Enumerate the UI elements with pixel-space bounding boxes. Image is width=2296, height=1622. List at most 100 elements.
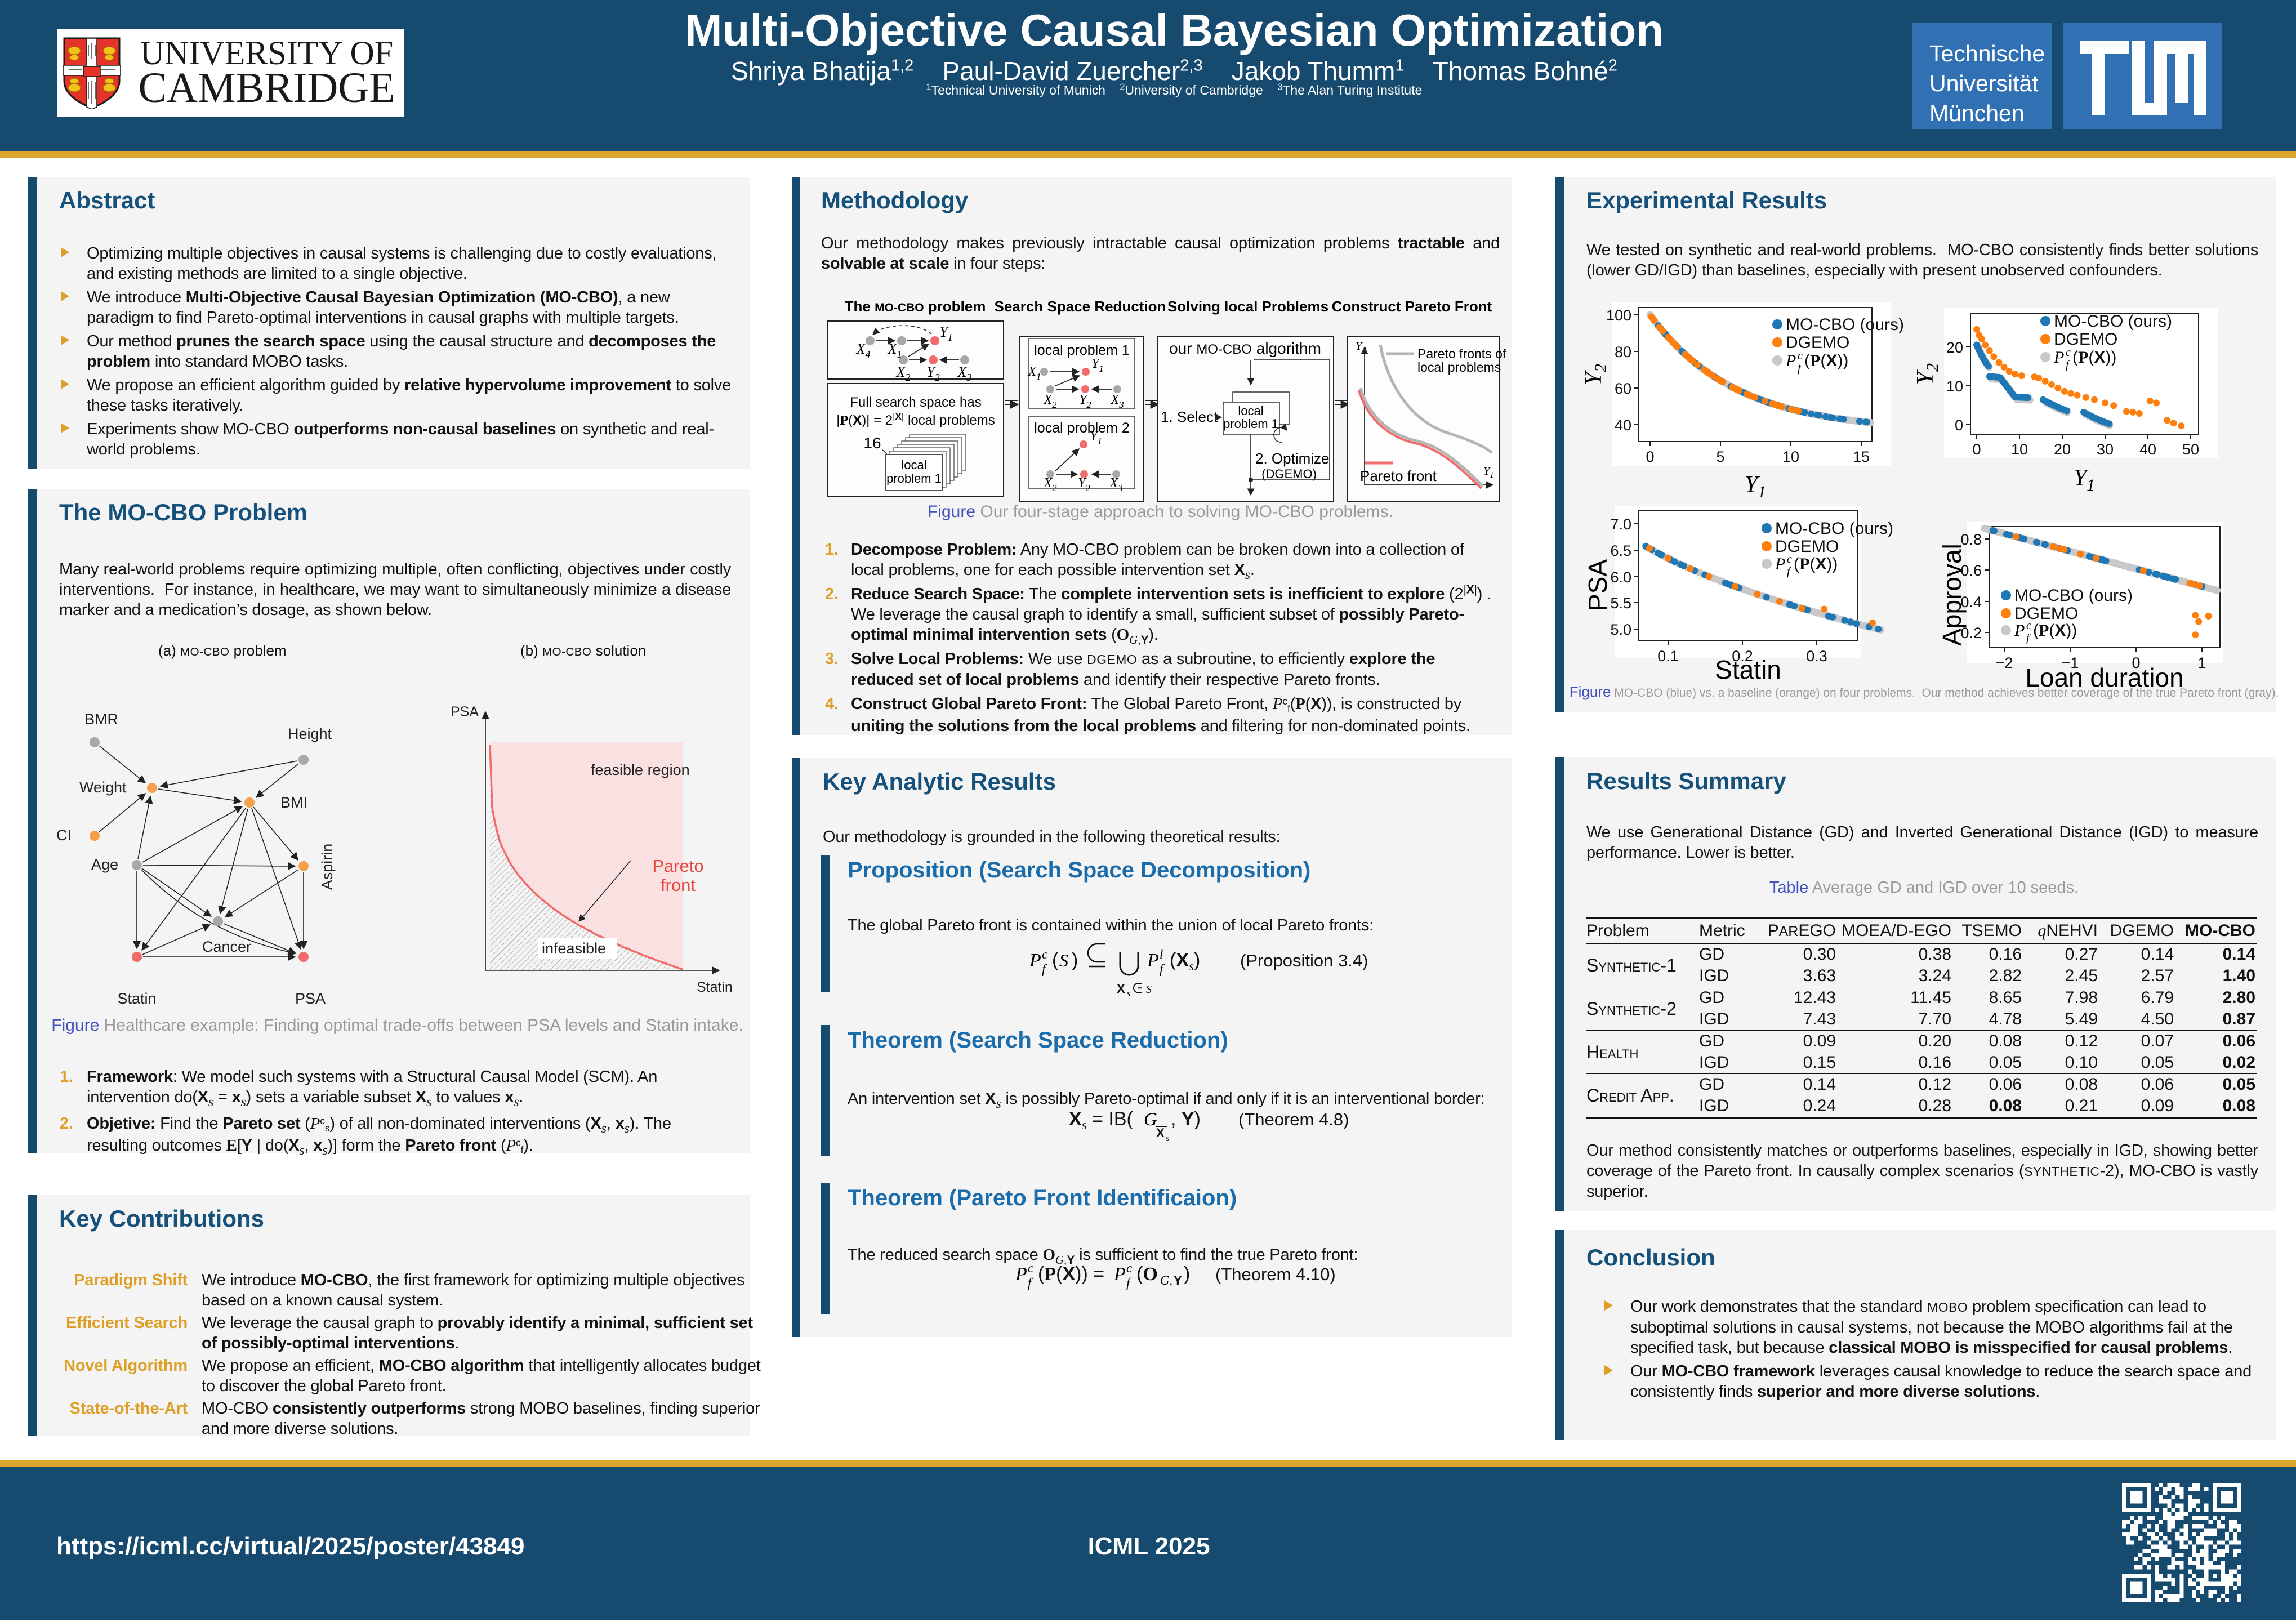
svg-text:f: f (2066, 359, 2070, 371)
svg-text:BMI: BMI (280, 794, 307, 811)
svg-text:(P(X)): (P(X)) (2033, 621, 2077, 640)
svg-text:feasible region: feasible region (591, 761, 690, 778)
svg-text:f: f (2026, 632, 2031, 644)
svg-text:Statin: Statin (1715, 655, 1781, 684)
svg-text:6.0: 6.0 (1610, 569, 1631, 586)
svg-text:|P(X)| = 2|X| local problems: |P(X)| = 2|X| local problems (836, 411, 995, 428)
svg-text:(Proposition 3.4): (Proposition 3.4) (1240, 951, 1368, 970)
svg-text:P: P (1775, 555, 1785, 573)
svg-text:P: P (2014, 621, 2025, 640)
svg-text:s: s (1166, 1134, 1169, 1143)
svg-text:G: G (1144, 1109, 1157, 1130)
svg-text:0.2: 0.2 (1960, 625, 1982, 641)
svg-text:1: 1 (2197, 654, 2206, 671)
svg-text:20: 20 (2054, 441, 2071, 458)
svg-text:Weight: Weight (79, 779, 127, 796)
svg-text:our MO-CBO algorithm: our MO-CBO algorithm (1169, 340, 1321, 357)
svg-text:Full search space has: Full search space has (850, 395, 981, 410)
svg-text:0.1: 0.1 (1657, 648, 1679, 665)
svg-text:X: X (1156, 1126, 1165, 1140)
svg-text:(: ( (1052, 950, 1059, 971)
svg-text:f: f (1787, 565, 1791, 578)
svg-text:100: 100 (1606, 307, 1631, 324)
svg-text:f: f (1028, 1276, 1033, 1290)
svg-text:(DGEMO): (DGEMO) (1261, 467, 1317, 481)
svg-text:): ) (1072, 950, 1078, 971)
svg-text:Age: Age (91, 856, 118, 873)
svg-text:f: f (1126, 1276, 1132, 1290)
svg-text:Cancer: Cancer (202, 938, 251, 955)
svg-text:S: S (1146, 983, 1152, 996)
svg-text:infeasible: infeasible (542, 940, 606, 957)
svg-text:5.5: 5.5 (1610, 595, 1631, 612)
svg-text:MO-CBO (ours): MO-CBO (ours) (2014, 586, 2133, 605)
svg-text:S: S (1059, 950, 1068, 970)
svg-text:Y2: Y2 (1581, 364, 1610, 385)
svg-text:(P(X)): (P(X)) (2072, 348, 2116, 367)
svg-text:50: 50 (2182, 441, 2199, 458)
svg-text:CI: CI (56, 827, 72, 844)
svg-text:1. Select: 1. Select (1161, 408, 1218, 425)
svg-text:Y: Y (1174, 1273, 1182, 1287)
svg-text:P: P (1015, 1264, 1027, 1285)
svg-text:Statin: Statin (117, 990, 156, 1007)
svg-text:Y1: Y1 (1745, 472, 1766, 501)
svg-text:0: 0 (1955, 417, 1963, 434)
svg-text:16: 16 (863, 434, 881, 452)
svg-text:−1: −1 (2062, 654, 2079, 671)
svg-text:local: local (901, 458, 926, 472)
svg-text:Approval: Approval (1937, 543, 1967, 646)
svg-text:Solving local Problems: Solving local Problems (1167, 298, 1328, 315)
svg-text:local problem 2: local problem 2 (1034, 420, 1130, 436)
svg-text:c: c (1028, 1261, 1033, 1275)
svg-text:Search Space Reduction: Search Space Reduction (995, 298, 1166, 315)
svg-text:5: 5 (1716, 448, 1724, 465)
svg-text:15: 15 (1853, 448, 1870, 465)
svg-text:2. Optimize: 2. Optimize (1255, 450, 1330, 467)
svg-text:0: 0 (1646, 448, 1654, 465)
svg-text:(O: (O (1136, 1263, 1158, 1285)
svg-text:P: P (2053, 348, 2064, 367)
svg-text:local problem 1: local problem 1 (1034, 342, 1130, 358)
svg-text:, Y): , Y) (1171, 1108, 1201, 1130)
svg-text:Loan duration: Loan duration (2025, 663, 2183, 692)
svg-text:): ) (1184, 1263, 1190, 1285)
svg-text:10: 10 (2011, 441, 2028, 458)
svg-text:0: 0 (2132, 654, 2140, 671)
svg-text:DGEMO: DGEMO (2054, 330, 2117, 349)
svg-text:DGEMO: DGEMO (1775, 537, 1839, 556)
svg-text:s: s (1127, 989, 1130, 999)
svg-text:Pareto front: Pareto front (1360, 467, 1437, 484)
svg-text:0.6: 0.6 (1960, 562, 1982, 579)
svg-text:PSA: PSA (451, 704, 479, 720)
svg-text:40: 40 (2139, 441, 2156, 458)
svg-text:(Theorem 4.8): (Theorem 4.8) (1238, 1109, 1349, 1129)
svg-text:(Xs): (Xs) (1170, 950, 1200, 973)
svg-text:20: 20 (1946, 339, 1963, 356)
svg-text:P: P (1029, 950, 1041, 971)
svg-text:Construct Pareto Front: Construct Pareto Front (1332, 298, 1492, 315)
svg-text:,: , (1169, 1273, 1172, 1287)
svg-text:problem 1: problem 1 (1223, 417, 1278, 431)
svg-text:f: f (1160, 962, 1165, 976)
svg-text:Height: Height (288, 725, 332, 742)
svg-text:DGEMO: DGEMO (2014, 604, 2078, 623)
svg-text:60: 60 (1615, 380, 1631, 397)
svg-text:P: P (1147, 950, 1159, 971)
svg-text:6.5: 6.5 (1610, 542, 1631, 559)
svg-text:P: P (1785, 351, 1796, 370)
svg-text:problem 1: problem 1 (886, 471, 942, 485)
svg-text:(P(X)) =: (P(X)) = (1038, 1263, 1104, 1285)
svg-text:0.2: 0.2 (1732, 648, 1753, 665)
svg-text:(Theorem 4.10): (Theorem 4.10) (1215, 1264, 1336, 1284)
svg-text:Xs = IB(: Xs = IB( (1069, 1108, 1134, 1132)
svg-text:local: local (1238, 404, 1263, 418)
svg-text:80: 80 (1615, 344, 1631, 360)
svg-text:DGEMO: DGEMO (1786, 333, 1849, 352)
svg-text:c: c (1042, 947, 1047, 961)
svg-text:MO-CBO (ours): MO-CBO (ours) (1786, 315, 1904, 334)
svg-text:f: f (1798, 362, 1802, 375)
svg-text:front: front (661, 875, 696, 895)
svg-text:Statin: Statin (697, 979, 733, 995)
svg-text:X: X (1117, 982, 1125, 996)
